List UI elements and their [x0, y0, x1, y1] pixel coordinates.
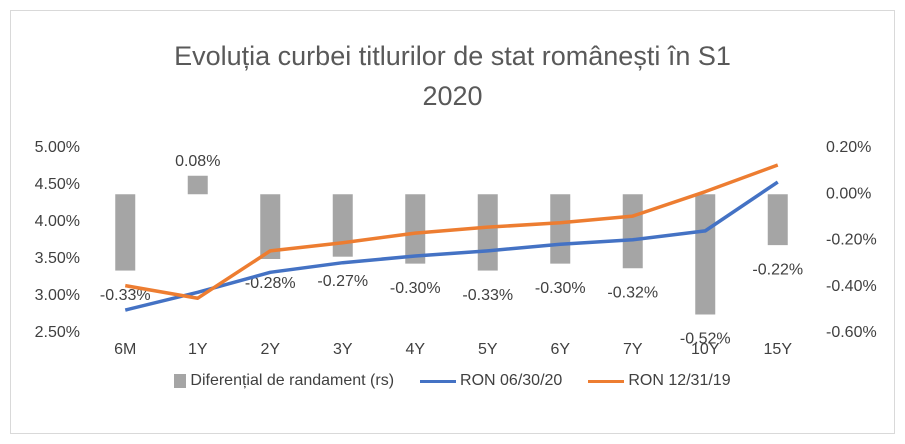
bar: [332, 194, 353, 257]
legend-item: Diferențial de randament (rs): [174, 372, 394, 390]
bar: [405, 194, 426, 264]
legend-label: RON 12/31/19: [628, 372, 731, 389]
bar: [187, 175, 208, 195]
y2-tick-label: -0.20%: [826, 232, 877, 249]
y-tick-label: 2.50%: [35, 324, 80, 341]
chart-title: Evoluția curbei titlurilor de stat român…: [174, 41, 731, 111]
legend-swatch: [588, 379, 625, 383]
x-tick-label: 6M: [114, 341, 136, 358]
bar: [550, 194, 571, 264]
x-tick-label: 3Y: [333, 341, 353, 358]
y-tick-label: 4.50%: [35, 176, 80, 193]
x-tick-label: 4Y: [405, 341, 425, 358]
y2-tick-label: -0.60%: [826, 324, 877, 341]
data-label: -0.33%: [462, 287, 513, 304]
line: [124, 163, 779, 300]
data-label: -0.27%: [317, 273, 368, 290]
x-tick-label: 6Y: [550, 341, 570, 358]
data-label: -0.32%: [607, 284, 658, 301]
y2-tick-label: -0.40%: [826, 278, 877, 295]
legend: Diferențial de randament (rs) RON 06/30/2…: [0, 372, 905, 390]
legend-label: RON 06/30/20: [460, 372, 563, 389]
chart-title-box: Evoluția curbei titlurilor de stat român…: [0, 36, 905, 116]
y-tick-label: 3.50%: [35, 250, 80, 267]
x-tick-label: 10Y: [691, 341, 720, 358]
bar: [695, 194, 716, 315]
y-tick-label: 5.00%: [35, 139, 80, 156]
data-label: -0.30%: [535, 280, 586, 297]
legend-swatch: [174, 374, 187, 388]
line: [124, 180, 779, 312]
x-tick-label: 5Y: [478, 341, 498, 358]
bar: [477, 194, 498, 271]
x-tick-label: 7Y: [623, 341, 643, 358]
x-tick-label: 15Y: [764, 341, 793, 358]
data-label: -0.30%: [390, 280, 441, 297]
x-tick-label: 1Y: [188, 341, 208, 358]
x-tick-label: 2Y: [260, 341, 280, 358]
legend-swatch: [420, 379, 457, 383]
bar: [622, 194, 643, 269]
chart-border: [10, 10, 895, 434]
data-label: 0.08%: [175, 153, 220, 170]
y-tick-label: 4.00%: [35, 213, 80, 230]
legend-label: Diferențial de randament (rs): [190, 372, 395, 389]
y-tick-label: 3.00%: [35, 287, 80, 304]
legend-item: RON 06/30/20: [420, 372, 562, 390]
bar: [115, 194, 136, 271]
data-label: -0.33%: [100, 287, 151, 304]
bar: [767, 194, 788, 246]
data-label: -0.28%: [245, 275, 296, 292]
y2-tick-label: 0.20%: [826, 139, 871, 156]
bar: [260, 194, 281, 259]
data-label: -0.22%: [752, 261, 803, 278]
legend-item: RON 12/31/19: [588, 372, 731, 390]
y2-tick-label: 0.00%: [826, 185, 871, 202]
data-label: -0.52%: [680, 331, 731, 348]
